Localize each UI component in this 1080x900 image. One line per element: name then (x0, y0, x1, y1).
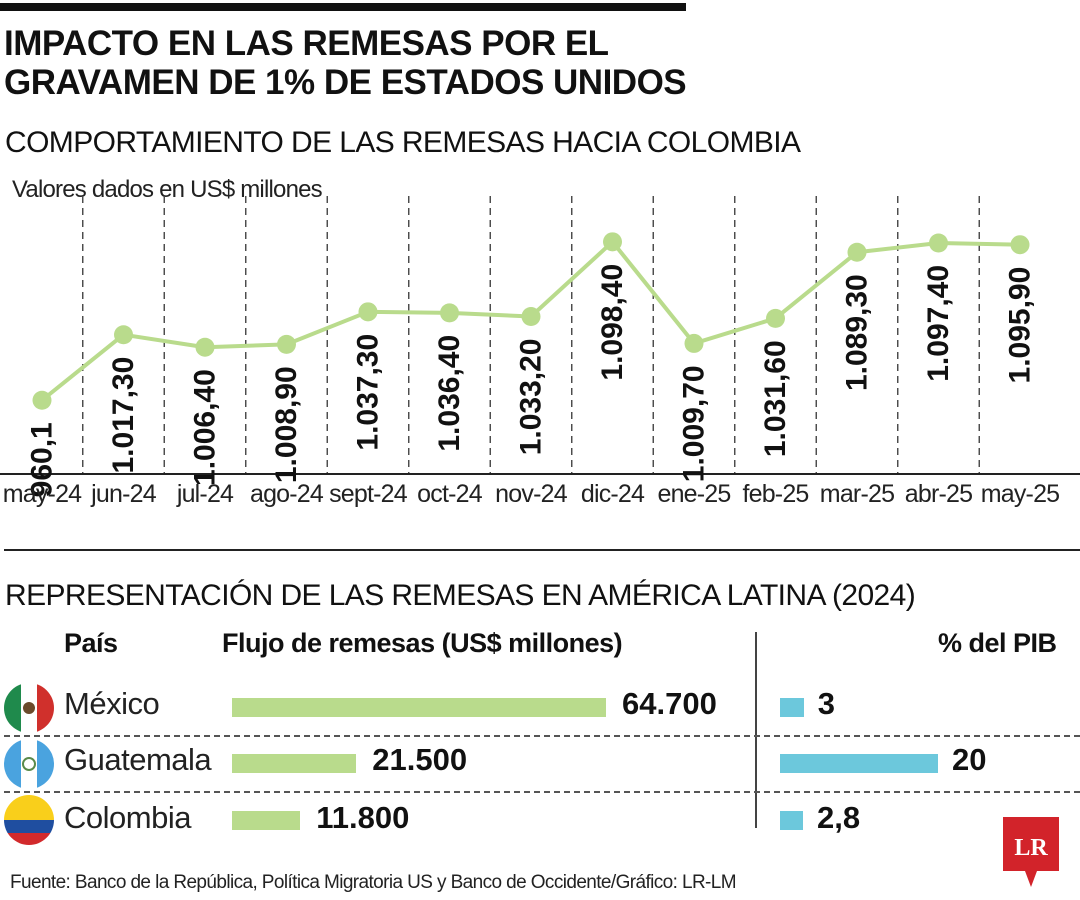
data-point (1010, 235, 1030, 255)
data-point (521, 307, 541, 327)
colombia-flag-icon (4, 795, 54, 845)
data-point (440, 303, 459, 323)
country-label-guatemala: Guatemala (64, 742, 212, 777)
x-tick-label: may-25 (981, 480, 1060, 508)
data-label: 1.006,40 (189, 369, 222, 486)
row-separator (4, 791, 1080, 793)
data-label: 1.008,90 (270, 366, 303, 483)
flow-value-colombia: 11.800 (316, 800, 410, 835)
column-separator (755, 632, 757, 828)
gdp-bar-mexico (780, 698, 804, 717)
data-point (929, 233, 948, 253)
guatemala-flag-icon (4, 739, 54, 789)
section-divider (4, 549, 1080, 551)
data-label: 1.095,90 (1004, 267, 1037, 384)
data-label: 1.033,20 (515, 339, 548, 456)
units-note: Valores dados en US$ millones (12, 176, 323, 203)
source-note: Fuente: Banco de la República, Política … (10, 872, 737, 893)
flow-bar-colombia (232, 811, 301, 830)
data-point (114, 325, 133, 345)
gdp-value-colombia: 2,8 (817, 800, 861, 835)
data-point (603, 232, 622, 252)
gdp-bar-guatemala (780, 754, 938, 773)
x-tick-label: dic-24 (581, 480, 645, 508)
flow-value-mexico: 64.700 (622, 686, 717, 721)
x-tick-label: oct-24 (417, 480, 483, 508)
line-chart-title: COMPORTAMIENTO DE LAS REMESAS HACIA COLO… (5, 126, 801, 159)
data-point (195, 337, 215, 357)
flow-bar-guatemala (232, 754, 357, 773)
data-point (766, 308, 785, 328)
country-label-mexico: México (64, 686, 160, 721)
column-header-flow: Flujo de remesas (US$ millones) (222, 628, 623, 658)
lr-logo-icon: LR (1003, 817, 1059, 887)
column-header-country: País (64, 628, 118, 658)
data-label: 1.009,70 (678, 365, 711, 482)
x-tick-label: ene-25 (657, 480, 730, 508)
data-label: 1.097,40 (922, 265, 955, 382)
data-label: 1.017,30 (107, 357, 140, 474)
x-tick-label: may-24 (3, 480, 82, 508)
mexico-flag-icon (4, 683, 54, 733)
column-header-gdp: % del PIB (938, 628, 1057, 658)
row-separator (4, 735, 1080, 737)
x-tick-label: nov-24 (495, 480, 568, 508)
flow-value-guatemala: 21.500 (372, 742, 468, 777)
data-point (358, 302, 378, 322)
data-point (684, 333, 704, 353)
gdp-value-mexico: 3 (817, 686, 835, 721)
x-tick-label: jul-24 (176, 480, 234, 508)
data-label: 960,1 (26, 422, 59, 497)
country-label-colombia: Colombia (64, 800, 191, 835)
gdp-value-guatemala: 20 (952, 742, 987, 777)
x-tick-label: ago-24 (250, 480, 324, 508)
bar-table-title: REPRESENTACIÓN DE LAS REMESAS EN AMÉRICA… (5, 579, 916, 612)
x-tick-label: jun-24 (90, 480, 157, 508)
gdp-bar-colombia (780, 811, 803, 830)
data-point (277, 334, 296, 354)
data-label: 1.089,30 (841, 274, 874, 391)
data-label: 1.031,60 (759, 340, 792, 457)
logo-text: LR (1014, 835, 1048, 861)
x-tick-label: mar-25 (820, 480, 894, 508)
data-label: 1.036,40 (433, 335, 466, 452)
flow-bar-mexico (232, 698, 606, 717)
x-tick-label: abr-25 (905, 480, 972, 508)
data-label: 1.037,30 (352, 334, 385, 451)
page-title: IMPACTO EN LAS REMESAS POR EL GRAVAMEN D… (4, 24, 687, 102)
x-tick-label: sept-24 (329, 480, 408, 508)
top-rule (0, 3, 686, 11)
x-tick-label: feb-25 (742, 480, 808, 508)
data-point (847, 242, 867, 262)
data-point (32, 390, 52, 410)
data-label: 1.098,40 (596, 264, 629, 381)
